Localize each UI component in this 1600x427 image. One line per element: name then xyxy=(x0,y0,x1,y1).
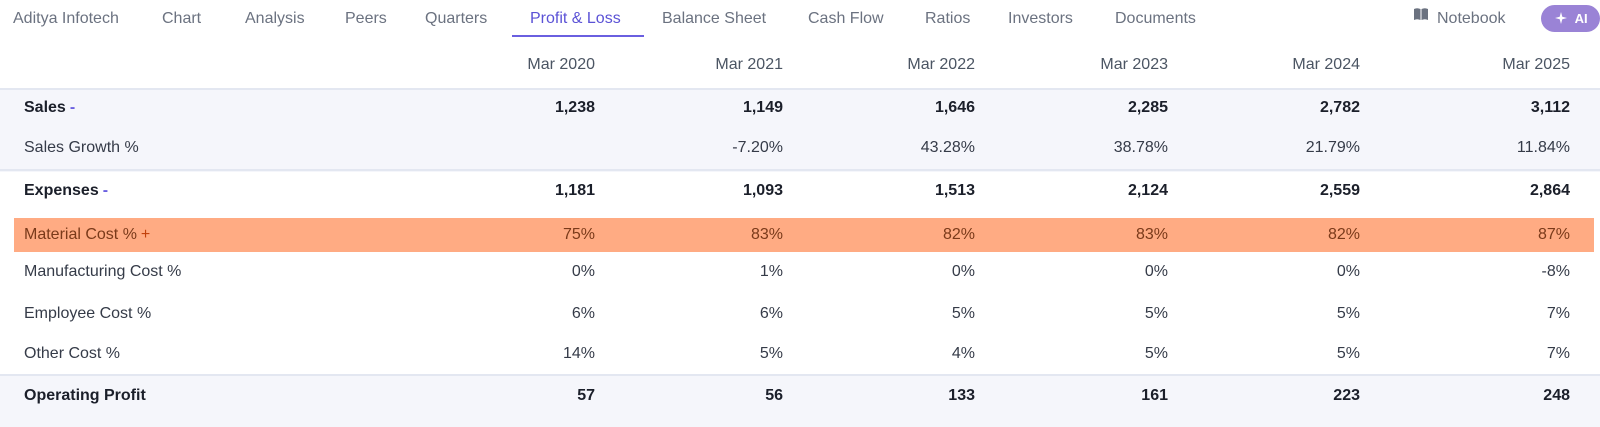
nav-tab-balance-sheet[interactable]: Balance Sheet xyxy=(662,10,767,27)
column-header: Mar 2020 xyxy=(527,56,595,73)
table-row-operating-profit: Operating Profit 57 56 133 161 223 248 xyxy=(0,375,1600,417)
row-divider xyxy=(0,374,1600,376)
table-row-other-cost: Other Cost % 14% 5% 4% 5% 5% 7% xyxy=(0,333,1600,375)
nav-tab-analysis[interactable]: Analysis xyxy=(245,10,305,27)
table-cell: 38.78% xyxy=(1113,139,1168,156)
row-label: Operating Profit xyxy=(24,387,146,404)
table-cell: 14% xyxy=(562,345,595,362)
nav-tab-cash-flow[interactable]: Cash Flow xyxy=(808,10,884,27)
table-cell: 7% xyxy=(1546,345,1570,362)
table-cell: 0% xyxy=(1336,263,1360,280)
table-cell: 75% xyxy=(562,226,595,243)
table-cell: 0% xyxy=(571,263,595,280)
table-row-sales: Sales - 1,238 1,149 1,646 2,285 2,782 3,1… xyxy=(0,87,1600,129)
table-cell: 133 xyxy=(948,387,975,404)
table-cell: 248 xyxy=(1543,387,1570,404)
active-tab-indicator xyxy=(512,35,644,37)
collapse-toggle[interactable]: - xyxy=(102,182,109,199)
nav-company-name[interactable]: Aditya Infotech xyxy=(13,10,119,27)
table-cell: 1,149 xyxy=(742,99,783,116)
table-cell: 21.79% xyxy=(1305,139,1360,156)
table-cell: 5% xyxy=(1336,345,1360,362)
profit-loss-table: Mar 2020 Mar 2021 Mar 2022 Mar 2023 Mar … xyxy=(0,44,1600,427)
row-label: Material Cost % + xyxy=(24,226,151,243)
table-cell: 1,513 xyxy=(934,182,975,199)
table-cell: 2,559 xyxy=(1319,182,1360,199)
nav-tab-investors[interactable]: Investors xyxy=(1008,10,1073,27)
table-cell: -7.20% xyxy=(732,139,783,156)
column-header: Mar 2023 xyxy=(1100,56,1168,73)
table-row-material-cost[interactable]: Material Cost % + 75% 83% 82% 83% 82% 87% xyxy=(0,214,1600,256)
table-row-sales-growth: Sales Growth % -7.20% 43.28% 38.78% 21.7… xyxy=(0,127,1600,169)
highlighted-row-background xyxy=(14,218,1594,252)
table-cell: 5% xyxy=(1144,345,1168,362)
table-cell: 82% xyxy=(1327,226,1360,243)
table-cell: 1,181 xyxy=(554,182,595,199)
sales-group-band xyxy=(0,90,1600,172)
table-cell: 5% xyxy=(1144,305,1168,322)
table-cell: 6% xyxy=(571,305,595,322)
top-nav: Aditya Infotech Chart Analysis Peers Qua… xyxy=(0,0,1600,38)
table-cell: 43.28% xyxy=(920,139,975,156)
row-label: Other Cost % xyxy=(24,345,121,362)
table-cell: 2,864 xyxy=(1529,182,1570,199)
row-label: Expenses - xyxy=(24,182,109,199)
table-cell: -8% xyxy=(1541,263,1570,280)
table-cell: 82% xyxy=(942,226,975,243)
table-cell: 57 xyxy=(577,387,595,404)
ai-button[interactable]: AI xyxy=(1541,5,1600,32)
table-cell: 0% xyxy=(1144,263,1168,280)
operating-profit-band xyxy=(0,374,1600,427)
row-divider xyxy=(0,169,1600,171)
table-cell: 3,112 xyxy=(1530,99,1570,116)
row-label: Sales Growth % xyxy=(24,139,139,156)
table-cell: 2,124 xyxy=(1127,182,1168,199)
notebook-button[interactable]: Notebook xyxy=(1413,0,1506,38)
table-cell xyxy=(425,127,595,169)
column-header: Mar 2022 xyxy=(907,56,975,73)
table-cell: 7% xyxy=(1546,305,1570,322)
table-cell: 83% xyxy=(1135,226,1168,243)
table-cell: 2,782 xyxy=(1319,99,1360,116)
sparkle-icon xyxy=(1555,11,1571,26)
nav-tab-documents[interactable]: Documents xyxy=(1115,10,1196,27)
table-cell: 83% xyxy=(750,226,783,243)
nav-tab-quarters[interactable]: Quarters xyxy=(425,10,488,27)
table-cell: 11.84% xyxy=(1516,139,1570,156)
table-cell: 1,646 xyxy=(934,99,975,116)
table-row-employee-cost: Employee Cost % 6% 6% 5% 5% 5% 7% xyxy=(0,293,1600,335)
table-cell: 1,093 xyxy=(742,182,783,199)
table-cell: 2,285 xyxy=(1127,99,1168,116)
table-header-row: Mar 2020 Mar 2021 Mar 2022 Mar 2023 Mar … xyxy=(0,44,1600,90)
expand-toggle[interactable]: + xyxy=(140,226,151,243)
table-cell: 56 xyxy=(765,387,783,404)
table-cell: 87% xyxy=(1537,226,1570,243)
ai-label: AI xyxy=(1574,11,1588,26)
column-header: Mar 2021 xyxy=(715,56,783,73)
nav-tab-peers[interactable]: Peers xyxy=(345,10,387,27)
table-cell: 6% xyxy=(759,305,783,322)
column-header: Mar 2024 xyxy=(1292,56,1360,73)
row-label: Manufacturing Cost % xyxy=(24,263,182,280)
table-cell: 161 xyxy=(1141,387,1168,404)
table-cell: 1% xyxy=(759,263,783,280)
table-cell: 4% xyxy=(951,345,975,362)
nav-tab-chart[interactable]: Chart xyxy=(162,10,202,27)
notebook-label: Notebook xyxy=(1437,10,1506,27)
nav-tab-ratios[interactable]: Ratios xyxy=(925,10,971,27)
table-cell: 5% xyxy=(1336,305,1360,322)
column-header: Mar 2025 xyxy=(1502,56,1570,73)
row-label: Employee Cost % xyxy=(24,305,152,322)
book-icon xyxy=(1413,0,1429,36)
table-cell: 5% xyxy=(759,345,783,362)
table-cell: 1,238 xyxy=(554,99,595,116)
nav-tab-profit-loss[interactable]: Profit & Loss xyxy=(530,10,621,27)
row-label: Sales - xyxy=(24,99,76,116)
table-cell: 5% xyxy=(951,305,975,322)
table-row-expenses: Expenses - 1,181 1,093 1,513 2,124 2,559 … xyxy=(0,170,1600,212)
table-cell: 0% xyxy=(951,263,975,280)
collapse-toggle[interactable]: - xyxy=(69,99,76,116)
table-row-manufacturing-cost: Manufacturing Cost % 0% 1% 0% 0% 0% -8% xyxy=(0,251,1600,293)
table-cell: 223 xyxy=(1333,387,1360,404)
